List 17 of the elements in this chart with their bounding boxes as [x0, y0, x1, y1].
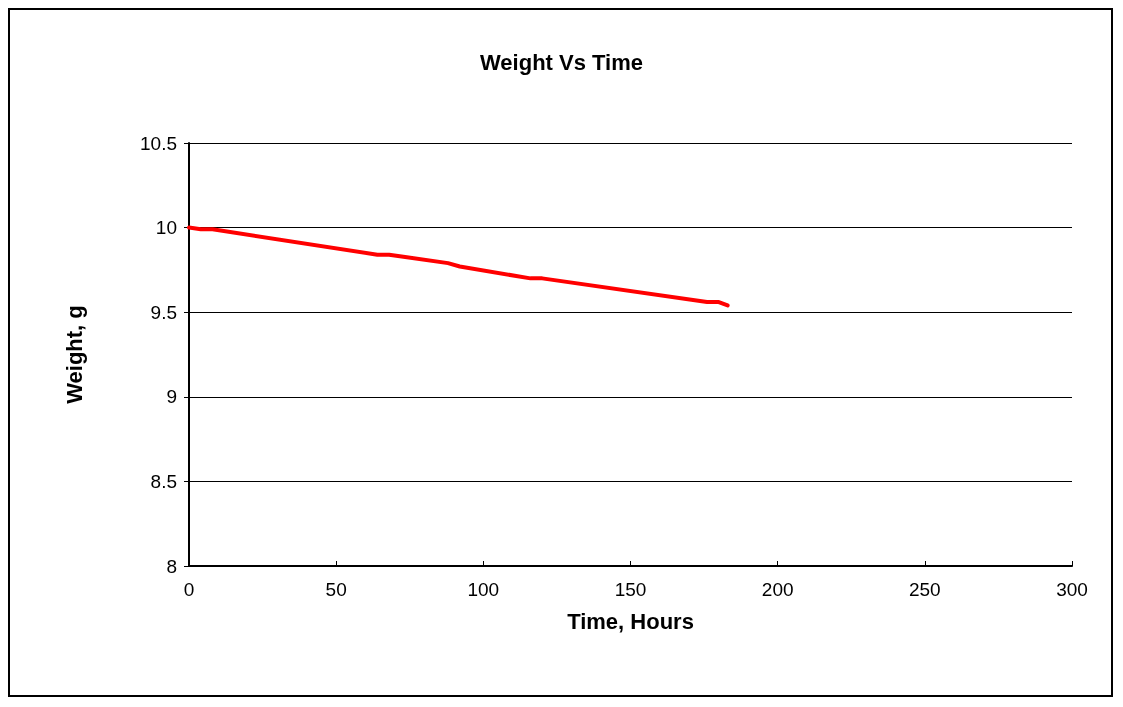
y-tick-label: 10.5: [140, 132, 177, 154]
y-tick-label: 9.5: [150, 301, 177, 323]
x-axis-title: Time, Hours: [567, 608, 694, 634]
x-tick-label: 250: [908, 579, 941, 600]
chart-title: Weight Vs Time: [479, 49, 644, 75]
y-axis-title: Weight, g: [61, 305, 87, 404]
y-tick-label: 10: [155, 217, 177, 239]
y-tick-label: 9: [166, 386, 177, 408]
x-tick-label: 300: [1056, 579, 1088, 600]
x-tick-label: 0: [183, 579, 195, 600]
y-tick-label: 8.5: [150, 470, 177, 492]
x-tick-label: 150: [614, 579, 647, 600]
y-tick-label: 8: [166, 555, 177, 577]
line-series: [187, 225, 730, 308]
x-tick-label: 50: [325, 579, 347, 600]
x-tick-label: 200: [761, 579, 794, 600]
x-tick-label: 100: [467, 579, 500, 600]
